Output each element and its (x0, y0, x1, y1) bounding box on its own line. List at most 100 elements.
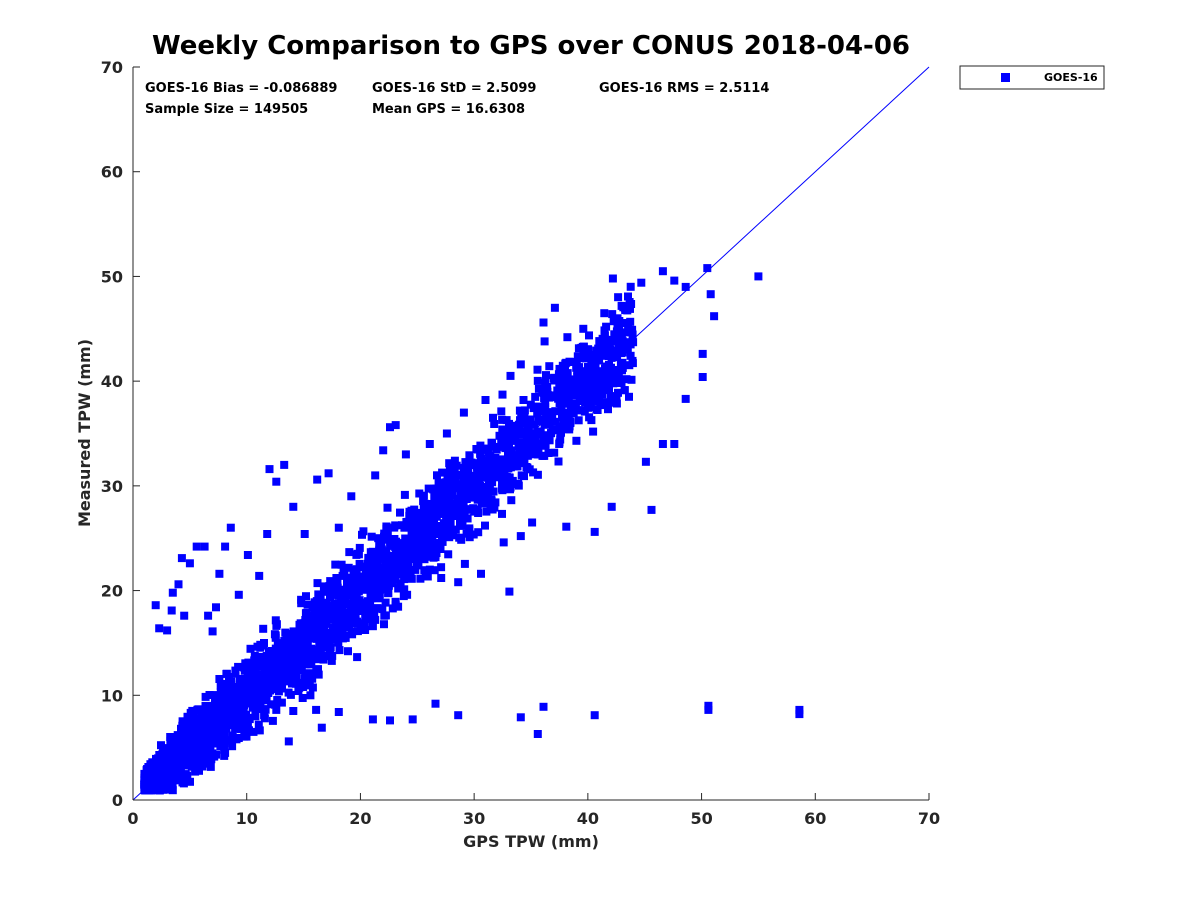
data-point (605, 370, 614, 379)
data-point (467, 459, 476, 468)
data-point (260, 639, 268, 647)
data-point (257, 652, 266, 661)
data-point (302, 592, 310, 601)
data-point (621, 328, 630, 337)
data-point (491, 467, 500, 476)
data-point (384, 581, 393, 590)
data-point (180, 770, 189, 779)
data-point (579, 342, 588, 351)
data-point (592, 346, 601, 355)
data-point (483, 493, 492, 502)
data-point (423, 504, 431, 513)
data-point (626, 317, 635, 326)
data-point (316, 615, 325, 624)
data-point (204, 736, 213, 745)
data-point (330, 606, 339, 615)
data-point (439, 496, 448, 505)
data-point (412, 551, 421, 559)
data-point (197, 722, 206, 731)
data-point (341, 633, 350, 642)
data-point (246, 682, 254, 691)
data-point (560, 421, 569, 430)
data-point (419, 538, 428, 547)
data-point (507, 451, 516, 460)
data-point (419, 497, 428, 506)
data-point (419, 491, 428, 500)
data-point (382, 524, 391, 533)
data-point (301, 633, 310, 641)
data-point (232, 686, 240, 695)
data-point (554, 457, 563, 466)
data-point (562, 522, 571, 531)
data-point (469, 504, 478, 513)
y-tick-label: 60 (101, 163, 123, 182)
data-point (670, 440, 679, 448)
data-point (390, 574, 399, 583)
data-point (573, 366, 582, 375)
data-point (627, 375, 636, 384)
data-point (322, 583, 331, 592)
data-point (353, 627, 362, 636)
data-point (564, 416, 573, 425)
data-point (353, 587, 362, 596)
data-point (273, 668, 282, 676)
data-point (146, 760, 155, 769)
data-point (327, 656, 336, 665)
y-tick-label: 50 (101, 267, 123, 286)
data-point (212, 603, 220, 612)
data-point (502, 416, 511, 425)
data-point (268, 716, 277, 725)
data-point (473, 459, 481, 468)
data-point (590, 527, 599, 536)
data-point (467, 480, 476, 488)
data-point (557, 406, 566, 415)
data-point (234, 590, 243, 599)
data-point (295, 678, 304, 687)
data-point (425, 440, 434, 448)
x-tick-label: 10 (236, 809, 258, 828)
data-point (316, 595, 325, 604)
data-point (355, 559, 364, 568)
data-point (300, 647, 308, 656)
data-point (407, 526, 416, 535)
data-point (221, 712, 230, 721)
data-point (592, 405, 601, 414)
data-point (151, 601, 160, 610)
data-point (179, 730, 188, 739)
data-point (495, 431, 504, 440)
data-point (254, 705, 262, 713)
data-point (255, 726, 264, 735)
data-point (603, 376, 612, 385)
data-point (141, 776, 150, 785)
data-point (227, 714, 236, 723)
y-tick-label: 0 (112, 791, 123, 810)
data-point (238, 723, 247, 732)
data-point (180, 776, 189, 785)
data-point (245, 726, 253, 735)
data-point (203, 752, 212, 761)
data-points (140, 264, 804, 795)
data-point (398, 521, 406, 530)
data-point (380, 620, 388, 629)
data-point (150, 765, 159, 774)
data-point (579, 324, 588, 333)
data-point (336, 621, 345, 630)
data-point (591, 360, 600, 369)
data-point (384, 589, 393, 598)
data-point (461, 458, 470, 467)
data-point (414, 561, 423, 570)
data-point (473, 480, 482, 489)
data-point (161, 782, 170, 791)
data-point (167, 785, 176, 794)
data-point (335, 612, 344, 621)
data-point (460, 559, 469, 568)
data-point (415, 489, 424, 498)
data-point (595, 397, 603, 406)
data-point (205, 724, 214, 733)
data-point (201, 692, 210, 701)
data-point (476, 449, 485, 458)
data-point (404, 544, 413, 553)
data-point (533, 376, 542, 385)
data-point (497, 407, 506, 416)
data-point (445, 459, 454, 468)
